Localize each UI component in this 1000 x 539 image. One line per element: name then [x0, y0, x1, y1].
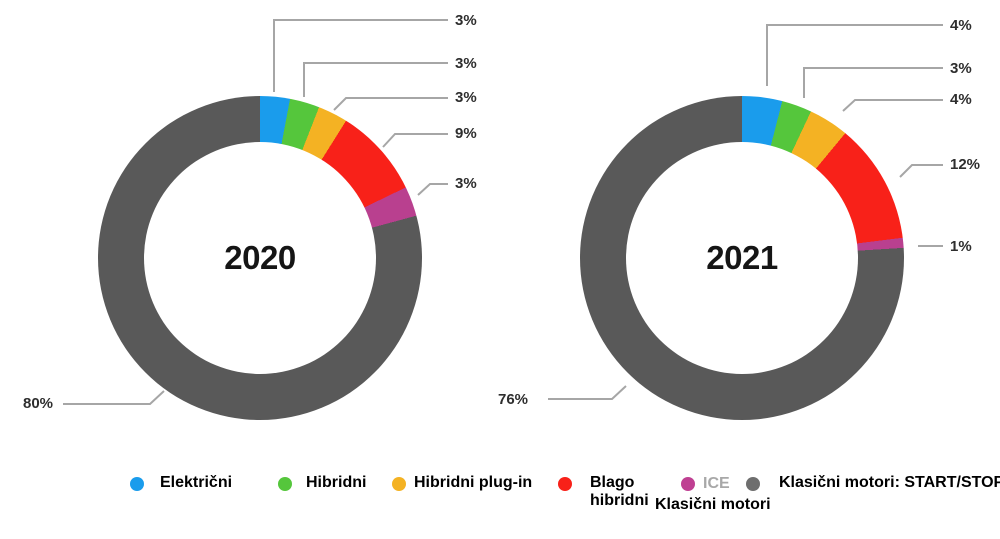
callout-2020-elektricni: 3%	[455, 12, 477, 29]
leader-line-2021-hibridni	[803, 67, 943, 98]
legend-dot-blago	[558, 477, 572, 491]
leader-line-2020-elektricni	[273, 19, 448, 92]
legend-dot-elektricni	[130, 477, 144, 491]
leader-line-2021-elektricni	[766, 24, 943, 86]
legend-dot-plugin	[392, 477, 406, 491]
legend-label-ice: ICE	[703, 475, 730, 492]
callout-2021-elektricni: 4%	[950, 17, 972, 34]
callout-2020-startstop: 80%	[23, 395, 54, 412]
leader-line-2021-blago	[899, 164, 943, 178]
legend-label-plugin: Hibridni plug-in	[414, 474, 533, 491]
callout-2021-blago: 12%	[950, 156, 981, 173]
callout-2020-ice: 3%	[455, 175, 477, 192]
chart-title-2020: 2020	[224, 239, 296, 276]
legend-dot-startstop	[746, 477, 760, 491]
legend-label-startstop: Klasični motori: START/STOP	[779, 474, 1000, 491]
donut-ring-2020	[98, 96, 422, 420]
donut-chart-2021: 2021	[580, 96, 904, 420]
callout-2021-hibridni: 3%	[950, 60, 972, 77]
legend-dot-ice	[681, 477, 695, 491]
donut-ring-2021	[580, 96, 904, 420]
leader-line-2020-ice	[417, 183, 448, 196]
legend-dot-hibridni	[278, 477, 292, 491]
callout-2021-plugin: 4%	[950, 91, 972, 108]
callout-2021-startstop: 76%	[498, 391, 529, 408]
legend-label-hibridni: Hibridni	[306, 474, 367, 491]
leader-line-2020-hibridni	[303, 62, 448, 97]
callout-2020-blago: 9%	[455, 125, 477, 142]
callout-2021-ice: 1%	[950, 238, 972, 255]
legend-sublabel-ice: Klasični motori	[655, 496, 771, 513]
donut-chart-2020: 2020	[98, 96, 422, 420]
legend-label-elektricni: Električni	[160, 474, 233, 491]
legend-label-blago: Blago hibridni	[590, 474, 649, 509]
chart-title-2021: 2021	[706, 239, 778, 276]
callout-2020-hibridni: 3%	[455, 55, 477, 72]
callout-2020-plugin: 3%	[455, 89, 477, 106]
